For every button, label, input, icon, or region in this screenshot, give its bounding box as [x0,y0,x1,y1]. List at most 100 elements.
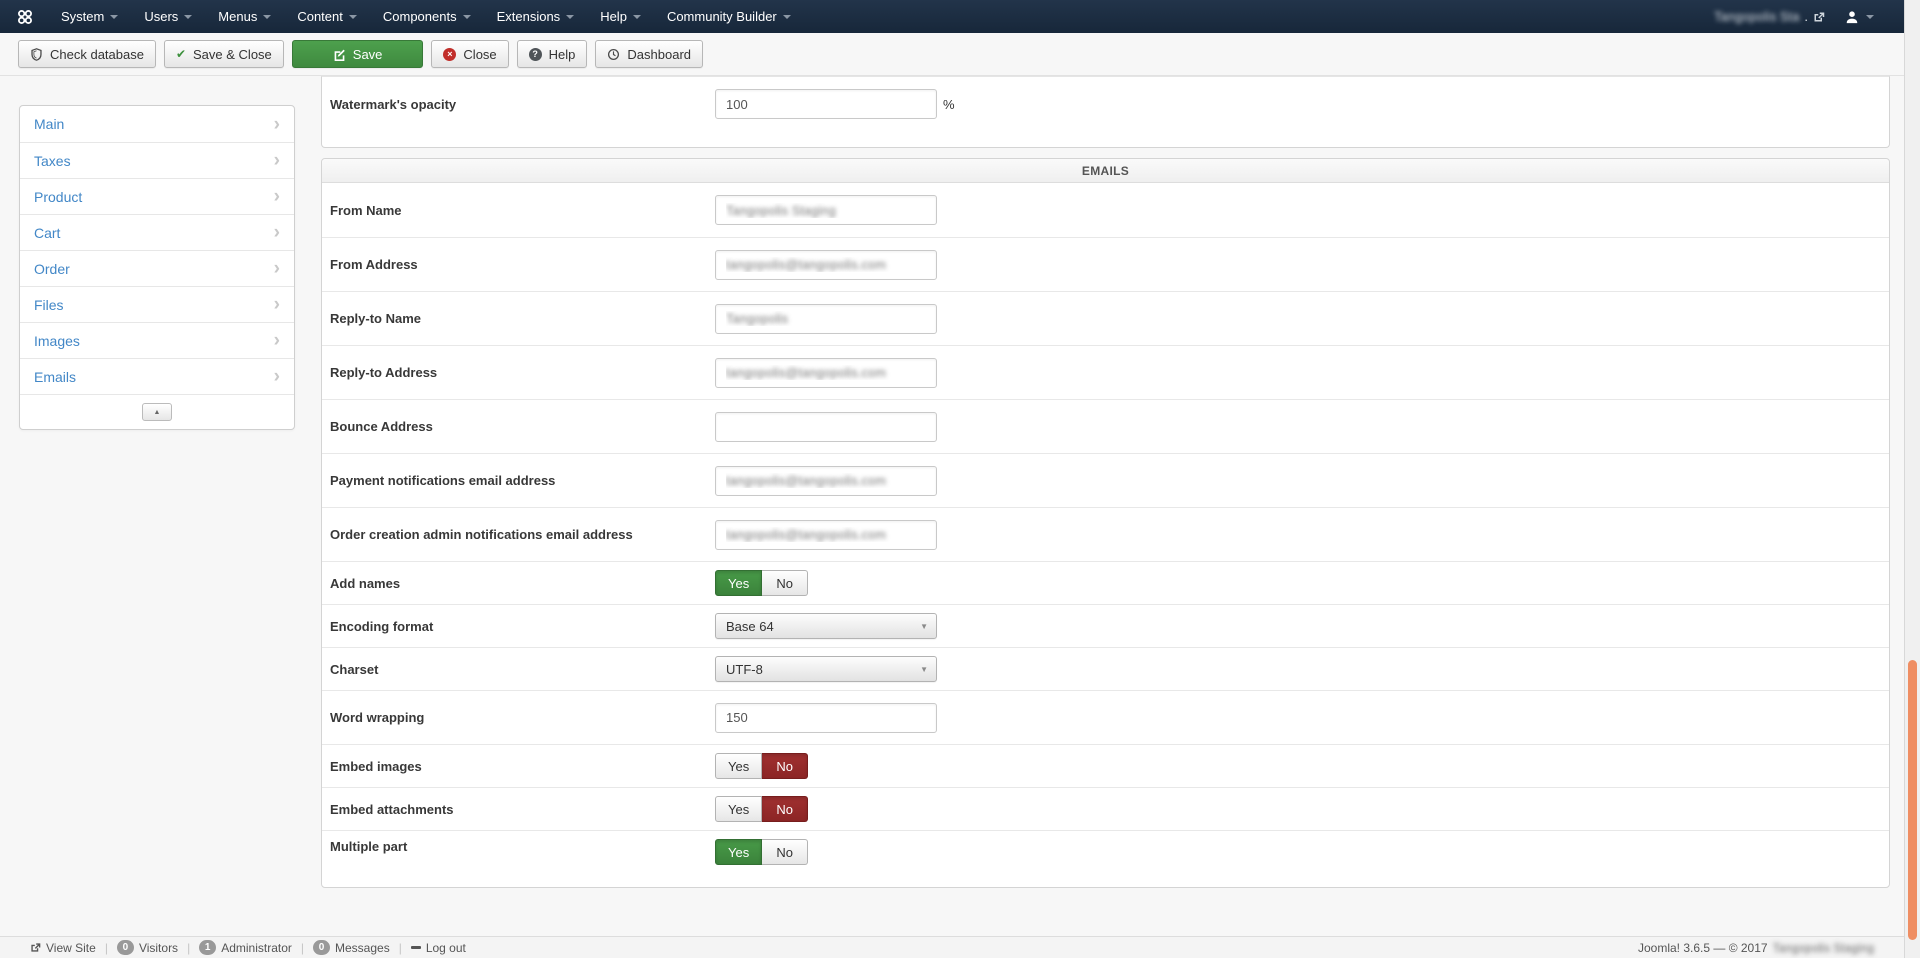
emails-section-panel: EMAILS From Name From Address Reply-to Nam… [321,158,1890,888]
encoding-format-select[interactable]: Base 64 ▼ [715,613,937,639]
chevron-down-icon [566,14,575,19]
watermark-opacity-input[interactable] [715,89,937,119]
save-and-close-button[interactable]: ✔ Save & Close [163,40,284,68]
sidebar-items: Main › Taxes › Product › Cart › Order › Files › Imag… [20,106,294,394]
sidebar-item-files[interactable]: Files › [20,286,294,322]
embed-attachments-no-button[interactable]: No [762,796,809,822]
menu-components[interactable]: Components [370,0,484,33]
button-label: Check database [50,46,144,62]
joomla-logo-icon [18,9,32,24]
embed-images-no-button[interactable]: No [762,753,809,779]
field-control: Yes No [715,839,809,865]
field-control [715,702,937,733]
sidebar-item-label: Emails [34,368,77,385]
chevron-right-icon: › [273,150,280,171]
charset-select[interactable]: UTF-8 ▼ [715,656,937,682]
menu-system[interactable]: System [48,0,131,33]
menu-label: Community Builder [666,9,777,24]
field-control [715,249,937,280]
view-site-footer-link[interactable]: View Site [30,941,96,955]
collapse-sidebar-button[interactable]: ▲ [142,403,172,421]
logout-link[interactable]: Log out [410,941,466,955]
form-row-order-creation-admin-notifications-email-address: Order creation admin notifications email… [322,507,1889,561]
embed-attachments-yes-button[interactable]: Yes [715,796,763,822]
multiple-part-yes-button[interactable]: Yes [715,839,763,865]
toolbar: Check database ✔ Save & Close Save × Clo… [0,33,1904,76]
field-label: Order creation admin notifications email… [330,527,633,542]
menu-label: Users [144,9,179,24]
form-row-encoding-format: Encoding format Base 64 ▼ [322,604,1889,647]
chevron-down-icon [110,14,119,19]
field-label: Charset [330,661,379,677]
sidebar-item-product[interactable]: Product › [20,178,294,214]
order-creation-admin-notifications-email-address-input[interactable] [715,519,937,550]
joomla-logo[interactable] [0,0,48,33]
sidebar-item-images[interactable]: Images › [20,322,294,358]
admin-footer: View Site | 0 Visitors | 1 Administrator… [0,936,1904,958]
field-label: From Address [330,257,418,272]
footer-separator: | [398,940,402,955]
payment-notifications-email-address-input[interactable] [715,465,937,496]
navbar-menus: System Users Menus Content Components Extensi… [48,0,804,33]
visitors-status: 0 Visitors [116,940,178,955]
menu-community-builder[interactable]: Community Builder [654,0,804,33]
field-control [715,195,937,225]
field-control: % [715,89,955,119]
field-label: Reply-to Name [330,311,422,326]
sidebar-item-label: Cart [34,224,61,241]
chevron-right-icon: › [273,294,280,315]
visitors-count-badge: 0 [116,940,134,955]
button-label: Help [548,46,576,62]
menu-menus[interactable]: Menus [205,0,284,33]
form-row-from-name: From Name [322,183,1889,237]
word-wrapping-input[interactable] [715,702,937,733]
field-label: Bounce Address [330,419,433,434]
field-label: Embed images [330,758,422,774]
help-button[interactable]: ? Help [516,40,588,68]
vertical-scrollbar-track[interactable] [1904,0,1920,958]
menu-extensions[interactable]: Extensions [484,0,588,33]
form-row-payment-notifications-email-address: Payment notifications email address [322,453,1889,507]
reply-to-address-input[interactable] [715,357,937,388]
sidebar-item-main[interactable]: Main › [20,106,294,142]
sidebar-item-order[interactable]: Order › [20,250,294,286]
menu-users[interactable]: Users [131,0,205,33]
collapse-up-icon: ▲ [153,408,161,416]
reply-to-name-input[interactable] [715,303,937,334]
dashboard-button[interactable]: Dashboard [595,40,704,68]
multiple-part-no-button[interactable]: No [762,839,809,865]
bounce-address-input[interactable] [715,411,937,442]
user-menu[interactable] [1845,10,1874,24]
sidebar-item-taxes[interactable]: Taxes › [20,142,294,178]
admin-navbar: System Users Menus Content Components Extensi… [0,0,1904,33]
save-button[interactable]: Save [291,40,424,68]
from-address-input[interactable] [715,249,937,280]
chevron-down-icon [462,14,471,19]
add-names-no-button[interactable]: No [762,570,809,596]
field-control: Yes No [715,796,809,822]
field-control: UTF-8 ▼ [715,656,937,682]
close-icon: × [443,47,457,61]
chevron-down-icon [184,14,193,19]
embed-images-yes-button[interactable]: Yes [715,753,763,779]
menu-help[interactable]: Help [587,0,654,33]
menu-content[interactable]: Content [284,0,370,33]
section-header: EMAILS [322,159,1889,183]
field-control [715,357,937,388]
external-link-icon [31,943,41,952]
view-site-link[interactable]: Tangopolis Sta . [1714,9,1825,24]
close-button[interactable]: × Close [431,40,509,68]
chevron-right-icon: › [273,222,280,243]
add-names-yes-button[interactable]: Yes [715,570,763,596]
add-names-toggle: Yes No [715,570,809,596]
vertical-scrollbar-thumb[interactable] [1908,660,1917,940]
from-name-input[interactable] [715,195,937,225]
chevron-down-icon [782,14,791,19]
messages-count-badge: 0 [313,940,330,955]
field-label: Reply-to Address [330,365,438,380]
sidebar-item-emails[interactable]: Emails › [20,358,294,394]
sidebar-item-cart[interactable]: Cart › [20,214,294,250]
logout-icon [410,946,421,949]
check-database-button[interactable]: Check database [18,40,156,68]
field-control: Yes No [715,570,809,596]
